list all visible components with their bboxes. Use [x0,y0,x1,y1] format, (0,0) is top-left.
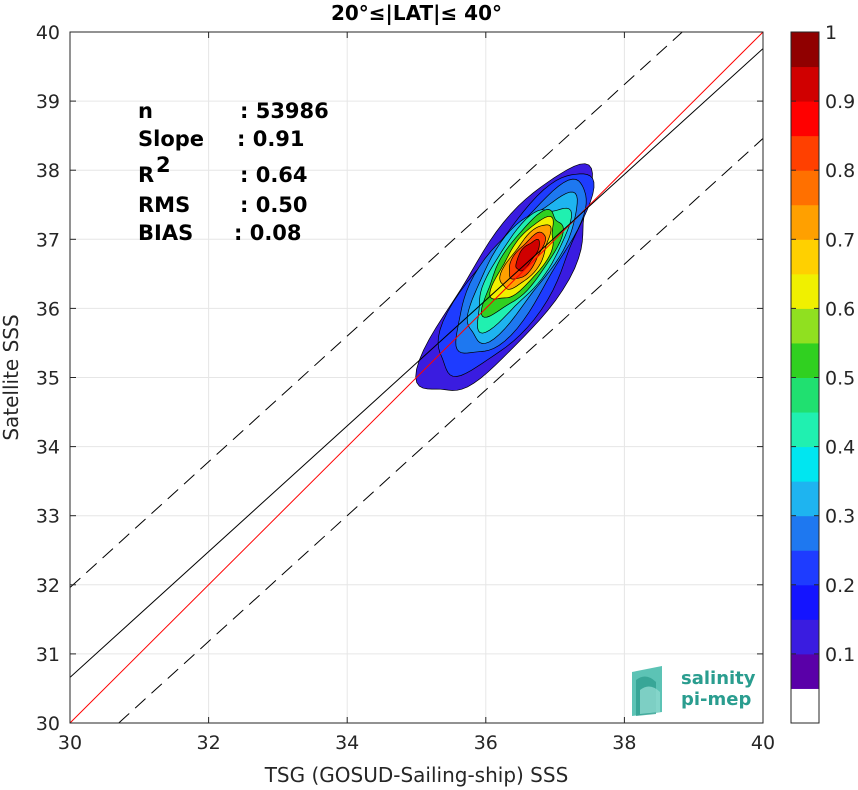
x-tick-label: 38 [612,732,636,754]
colorbar-segment [791,584,819,620]
colorbar-segment [791,688,819,724]
stat-label: Slope [138,127,204,151]
x-tick-label: 36 [474,732,498,754]
colorbar-segment [791,66,819,102]
colorbar-tick-label: 0.2 [825,575,855,597]
stat-value: : 0.50 [240,193,308,217]
reference-lines [70,32,763,723]
colorbar-segment [791,101,819,137]
colorbar-segment [791,239,819,275]
statistics-box: n : 53986 Slope : 0.91 R 2 : 0.64 RMS : 0.50 BIAS… [138,99,329,245]
y-tick-label: 36 [36,298,60,320]
y-tick-label: 40 [36,22,60,44]
colorbar-segment [791,481,819,517]
x-tick-label: 40 [751,732,775,754]
colorbar-segment [791,32,819,68]
colorbar-segment [791,412,819,448]
colorbar-segment [791,653,819,689]
colorbar-tick-label: 0.9 [825,91,855,113]
x-tick-label: 32 [197,732,221,754]
density-contour-level [515,238,540,272]
colorbar-segment [791,550,819,586]
salinity-pimep-logo: salinity pi-mep [632,666,756,716]
colorbar-tick-label: 0.3 [825,506,855,528]
colorbar-segment [791,308,819,344]
colorbar-segment [791,170,819,206]
x-tick-label: 34 [335,732,359,754]
stat-value: : 53986 [240,99,329,123]
x-axis-label: TSG (GOSUD-Sailing-ship) SSS [264,763,569,787]
x-tick-label: 30 [58,732,82,754]
y-tick-label: 37 [36,229,60,251]
colorbar-tick-label: 0.7 [825,229,855,251]
colorbar-tick-label: 0.5 [825,368,855,390]
colorbar-segment [791,135,819,171]
stat-label: n [138,99,153,123]
stat-label-superscript: 2 [156,153,171,177]
chart-title: 20°≤|LAT|≤ 40° [331,1,502,25]
stat-label: RMS [138,193,190,217]
y-tick-label: 33 [36,506,60,528]
colorbar-tick-label: 1 [825,22,837,44]
stat-label: R [138,163,154,187]
colorbar-segment [791,446,819,482]
colorbar-segment [791,619,819,655]
y-axis-ticks: 30 31 32 33 34 35 36 37 38 39 40 [36,22,763,735]
logo-text-salinity: salinity [681,668,756,689]
colorbar-segment [791,377,819,413]
reference-line-fit_minus [117,138,763,723]
stat-label: BIAS [138,221,193,245]
density-contours [415,163,595,391]
y-tick-label: 30 [36,713,60,735]
y-tick-label: 34 [36,437,60,459]
colorbar: 0.1 0.2 0.3 0.4 0.5 0.6 0.7 0.8 0.9 1 [790,22,855,724]
stat-value: : 0.91 [237,127,305,151]
y-axis-label: Satellite SSS [0,314,23,440]
y-tick-label: 31 [36,644,60,666]
stat-value: : 0.64 [240,163,308,187]
reference-line-fit [70,48,763,678]
logo-wave-icon [632,666,662,716]
reference-line-identity [70,32,763,723]
y-tick-label: 35 [36,368,60,390]
colorbar-tick-label: 0.8 [825,160,855,182]
colorbar-tick-label: 0.1 [825,644,855,666]
x-axis-ticks: 30 32 34 36 38 40 [58,32,775,754]
colorbar-tick-label: 0.6 [825,298,855,320]
colorbar-tick-label: 0.4 [825,437,855,459]
colorbar-segment [791,515,819,551]
colorbar-segment [791,204,819,240]
logo-text-pimep: pi-mep [681,689,751,710]
reference-line-fit_plus [70,32,684,588]
stat-value: : 0.08 [234,221,302,245]
y-tick-label: 39 [36,91,60,113]
colorbar-segment [791,342,819,378]
colorbar-segment [791,273,819,309]
y-tick-label: 32 [36,575,60,597]
y-tick-label: 38 [36,160,60,182]
